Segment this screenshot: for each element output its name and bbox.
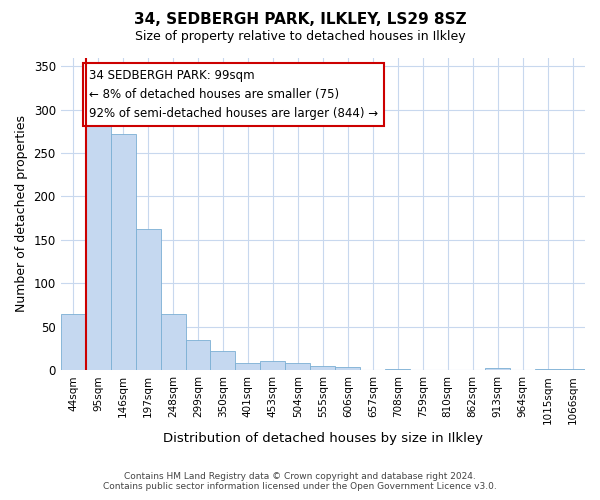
Text: Contains HM Land Registry data © Crown copyright and database right 2024.
Contai: Contains HM Land Registry data © Crown c… <box>103 472 497 491</box>
Bar <box>211 351 235 370</box>
X-axis label: Distribution of detached houses by size in Ilkley: Distribution of detached houses by size … <box>163 432 483 445</box>
Bar <box>136 230 161 370</box>
Bar <box>61 314 86 370</box>
Text: 34, SEDBERGH PARK, ILKLEY, LS29 8SZ: 34, SEDBERGH PARK, ILKLEY, LS29 8SZ <box>134 12 466 28</box>
Text: 34 SEDBERGH PARK: 99sqm
← 8% of detached houses are smaller (75)
92% of semi-det: 34 SEDBERGH PARK: 99sqm ← 8% of detached… <box>89 69 379 120</box>
Bar <box>110 134 136 370</box>
Bar <box>485 368 510 370</box>
Bar <box>260 362 286 370</box>
Bar <box>235 363 260 370</box>
Bar <box>335 366 360 370</box>
Text: Size of property relative to detached houses in Ilkley: Size of property relative to detached ho… <box>134 30 466 43</box>
Bar <box>310 366 335 370</box>
Bar <box>161 314 185 370</box>
Bar <box>185 340 211 370</box>
Y-axis label: Number of detached properties: Number of detached properties <box>15 116 28 312</box>
Bar <box>286 363 310 370</box>
Bar <box>86 125 110 370</box>
